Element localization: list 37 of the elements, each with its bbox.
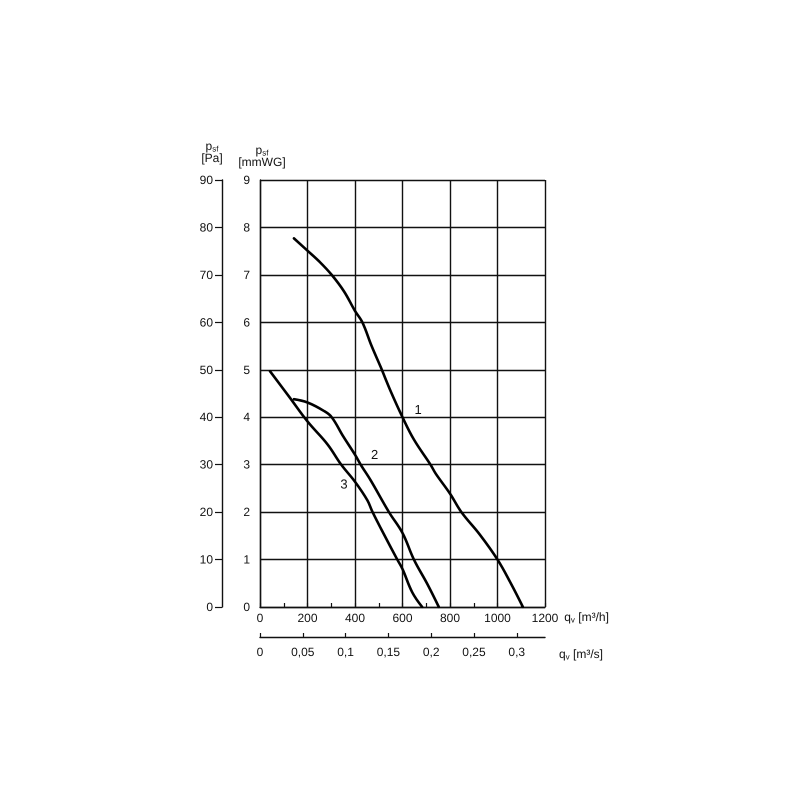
y2-tick-label: 80 [200,220,214,234]
y-tick-label: 3 [243,458,250,472]
x-tick-label: 400 [344,611,366,625]
y-tick-label: 6 [243,315,250,330]
x-tick-label: 600 [392,611,413,625]
y-tick-label: 0 [243,600,250,614]
annotation: 3 [340,476,348,492]
x-tick-label: 800 [440,611,460,625]
y2-tick-label: 70 [200,268,214,282]
y-tick-label: 7 [243,268,250,282]
y-tick-label: 5 [243,362,250,377]
x2-tick-label: 0,2 [422,645,440,659]
y2-tick-label: 50 [200,362,214,377]
y2-tick-label: 20 [200,505,214,520]
x2-tick-label: 0,1 [337,645,354,659]
y-tick-label: 2 [243,505,250,520]
y2-tick-label: 90 [200,173,214,187]
y-tick-label: 1 [243,552,250,567]
y-tick-label: 8 [243,220,250,234]
x2-tick-label: 0 [256,645,264,659]
x2-tick-label: 0,15 [376,645,400,659]
y2-tick-label: 30 [200,458,214,472]
annotation: 1 [414,402,422,418]
annotation: 2 [371,446,378,462]
x2-tick-label: 0,3 [508,645,526,659]
x2-tick-label: 0,25 [462,645,486,659]
x-tick-label: 1200 [532,611,559,625]
y-tick-label: 4 [243,410,250,424]
x-tick-label: 200 [297,611,318,625]
y2-tick-label: 10 [200,552,214,567]
x-tick-label: 1000 [484,611,512,625]
y2-tick-label: 0 [206,600,214,614]
x-tick-label: 0 [256,611,264,625]
y-tick-label: 9 [243,173,250,187]
y2-tick-label: 60 [200,315,214,330]
y2-tick-label: 40 [200,410,214,424]
x2-tick-label: 0,05 [291,645,315,659]
